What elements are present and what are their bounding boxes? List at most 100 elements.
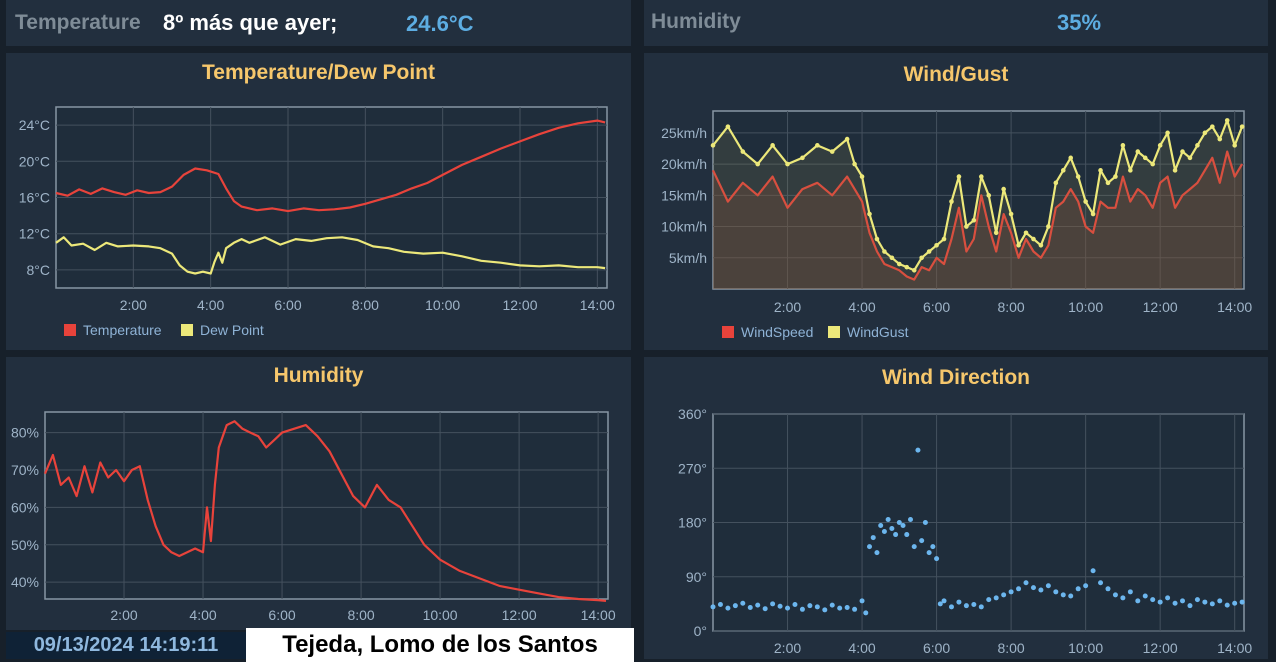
wind-gust-panel: Wind/Gust 5km/h 10km/h 15km/h 20km/h 25km/h 2… bbox=[644, 53, 1268, 350]
windgust-point bbox=[1135, 149, 1141, 154]
legend-swatch bbox=[722, 326, 734, 338]
windgust-point bbox=[1105, 180, 1111, 186]
windgust-point bbox=[1008, 211, 1014, 217]
wind-direction-point bbox=[1217, 598, 1223, 604]
windgust-point bbox=[800, 155, 805, 161]
x-tick-label: 12:00 bbox=[502, 607, 537, 623]
windgust-point bbox=[1120, 143, 1126, 148]
windgust-point bbox=[919, 255, 924, 261]
windgust-point bbox=[1016, 242, 1021, 248]
wind-direction-point bbox=[785, 605, 791, 611]
wind-direction-point bbox=[740, 600, 746, 606]
windgust-point bbox=[889, 255, 895, 261]
wind-direction-point bbox=[963, 603, 969, 609]
wind-direction-point bbox=[870, 535, 876, 541]
windgust-point bbox=[1142, 155, 1148, 161]
windgust-point bbox=[911, 267, 917, 273]
humidity-panel: Humidity 40% 50% 60% 70% 80% 2:00 4:00 6:00 8:00… bbox=[6, 357, 631, 630]
wind-direction-point bbox=[900, 523, 906, 529]
wind-direction-point bbox=[896, 520, 902, 525]
windgust-point bbox=[956, 174, 962, 179]
wind-direction-point bbox=[1105, 586, 1111, 592]
wind-direction-point bbox=[956, 599, 962, 605]
y-tick-label: 50% bbox=[11, 537, 39, 553]
wind-direction-point bbox=[762, 606, 768, 612]
y-tick-label: 60% bbox=[11, 499, 39, 515]
y-tick-label: 80% bbox=[11, 425, 39, 441]
wind-direction-point bbox=[1142, 593, 1148, 599]
wind-direction-point bbox=[926, 550, 932, 556]
x-tick-label: 14:00 bbox=[1217, 640, 1252, 656]
temperature-dewpoint-chart: 8°C 12°C 16°C 20°C 24°C 2:00 4:00 6:00 8:00 10:00… bbox=[19, 106, 615, 338]
wind-direction-point bbox=[993, 595, 999, 601]
wind-direction-panel: Wind Direction 0° 90° 180° 270° 360° 2:00 4:00… bbox=[644, 357, 1268, 659]
x-tick-label: 4:00 bbox=[848, 640, 875, 656]
x-tick-label: 14:00 bbox=[580, 297, 615, 313]
windgust-point bbox=[770, 143, 775, 148]
x-tick-label: 2:00 bbox=[120, 297, 147, 313]
wind-direction-point bbox=[1075, 586, 1081, 592]
wind-direction-point bbox=[1045, 583, 1051, 589]
wind-gust-title: Wind/Gust bbox=[903, 63, 1009, 86]
wind-direction-point bbox=[1030, 585, 1036, 591]
temperature-stat-value: 24.6°C bbox=[406, 11, 474, 36]
windgust-point bbox=[1053, 180, 1059, 186]
windgust-point bbox=[1075, 174, 1081, 179]
wind-direction-point bbox=[792, 601, 798, 607]
wind-direction-point bbox=[922, 520, 928, 525]
x-tick-label: 10:00 bbox=[1068, 299, 1103, 315]
wind-direction-point bbox=[755, 602, 761, 608]
wind-direction-point bbox=[948, 604, 954, 610]
wind-direction-point bbox=[1008, 589, 1014, 595]
humidity-stat-value: 35% bbox=[1057, 10, 1102, 35]
x-tick-label: 12:00 bbox=[1143, 299, 1178, 315]
windgust-point bbox=[874, 236, 880, 242]
wind-direction-point bbox=[1194, 597, 1200, 603]
x-tick-label: 14:00 bbox=[1217, 299, 1252, 315]
y-tick-label: 8°C bbox=[27, 262, 51, 278]
y-tick-label: 40% bbox=[11, 574, 39, 590]
y-tick-label: 5km/h bbox=[669, 250, 707, 266]
x-tick-label: 6:00 bbox=[274, 297, 301, 313]
windgust-point bbox=[725, 124, 731, 129]
y-tick-label: 360° bbox=[678, 406, 707, 422]
wind-direction-point bbox=[732, 603, 738, 609]
wind-direction-point bbox=[1180, 598, 1186, 604]
windgust-point bbox=[740, 149, 746, 154]
wind-direction-point bbox=[907, 516, 913, 522]
wind-direction-point bbox=[1187, 603, 1193, 609]
wind-direction-point bbox=[844, 604, 850, 610]
windgust-point bbox=[859, 174, 865, 179]
wind-direction-point bbox=[1060, 592, 1066, 598]
wind-direction-point bbox=[852, 606, 858, 612]
wind-direction-point bbox=[1001, 592, 1007, 598]
wind-direction-point bbox=[829, 602, 835, 608]
y-tick-label: 24°C bbox=[19, 117, 50, 133]
y-tick-label: 180° bbox=[678, 515, 707, 531]
temperature-dewpoint-panel: Temperature/Dew Point 8°C 12°C 16°C 20°C 24°… bbox=[6, 53, 631, 350]
temperature-dewpoint-title: Temperature/Dew Point bbox=[202, 61, 435, 84]
windgust-point bbox=[1098, 168, 1103, 173]
wind-direction-point bbox=[904, 532, 910, 538]
windgust-point bbox=[1232, 143, 1237, 148]
windgust-point bbox=[1083, 199, 1088, 204]
windgust-point bbox=[1113, 174, 1118, 179]
x-tick-label: 4:00 bbox=[848, 299, 875, 315]
x-tick-label: 8:00 bbox=[347, 607, 374, 623]
temperature-line bbox=[55, 119, 606, 213]
x-tick-label: 6:00 bbox=[268, 607, 295, 623]
windgust-point bbox=[926, 249, 932, 254]
wind-direction-point bbox=[770, 601, 776, 607]
y-tick-label: 90° bbox=[686, 569, 707, 585]
wind-direction-chart: 0° 90° 180° 270° 360° 2:00 4:00 6:00 8:00 10:00 12… bbox=[678, 406, 1252, 656]
plot-area bbox=[44, 411, 609, 600]
wind-direction-point bbox=[1202, 599, 1208, 605]
x-tick-label: 2:00 bbox=[774, 640, 801, 656]
windgust-point bbox=[815, 143, 820, 148]
windgust-point bbox=[1202, 130, 1208, 136]
windgust-point bbox=[978, 174, 984, 179]
humidity-chart: 40% 50% 60% 70% 80% 2:00 4:00 6:00 8:00 10:00 12:0… bbox=[11, 411, 616, 623]
wind-direction-point bbox=[863, 610, 869, 616]
wind-direction-point bbox=[889, 526, 895, 532]
wind-direction-point bbox=[837, 605, 843, 611]
